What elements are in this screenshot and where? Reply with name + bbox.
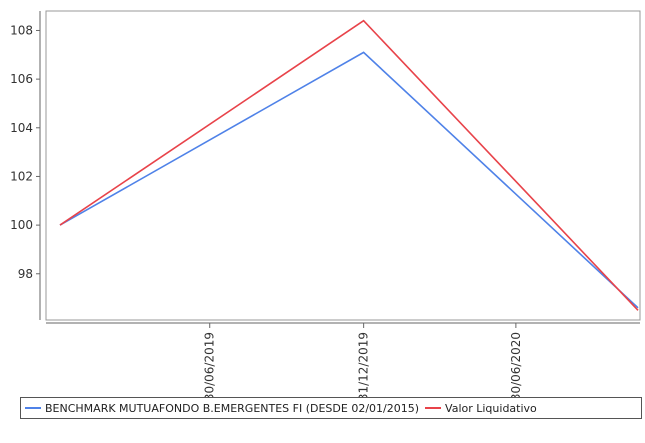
- series-line-0: [59, 51, 639, 309]
- y-axis-ticks: 98 100 102 104 106 108: [10, 23, 40, 281]
- y-tick-label: 104: [10, 121, 33, 135]
- legend-swatch-benchmark: [25, 407, 41, 409]
- plot-area: [45, 10, 641, 321]
- x-tick-label: 31/12/2019: [357, 332, 371, 401]
- series-line-1: [59, 19, 639, 311]
- legend-label-valor-liquidativo: Valor Liquidativo: [445, 401, 537, 415]
- legend-swatch-valor-liquidativo: [425, 407, 442, 409]
- legend: BENCHMARK MUTUAFONDO B.EMERGENTES FI (DE…: [20, 397, 642, 419]
- y-tick-label: 106: [10, 72, 33, 86]
- y-tick-label: 108: [10, 23, 33, 37]
- legend-label-benchmark: BENCHMARK MUTUAFONDO B.EMERGENTES FI (DE…: [45, 401, 420, 415]
- y-tick-label: 100: [10, 218, 33, 232]
- legend-item-valor-liquidativo: Valor Liquidativo: [425, 402, 537, 415]
- series-lines: [59, 19, 639, 311]
- x-tick-label: 30/06/2019: [203, 332, 217, 401]
- x-tick-label: 30/06/2020: [509, 332, 523, 401]
- x-axis-ticks: 30/06/2019 31/12/2019 30/06/2020: [203, 323, 523, 401]
- y-tick-label: 98: [18, 267, 33, 281]
- legend-item-benchmark: BENCHMARK MUTUAFONDO B.EMERGENTES FI (DE…: [25, 402, 419, 415]
- y-tick-label: 102: [10, 169, 33, 183]
